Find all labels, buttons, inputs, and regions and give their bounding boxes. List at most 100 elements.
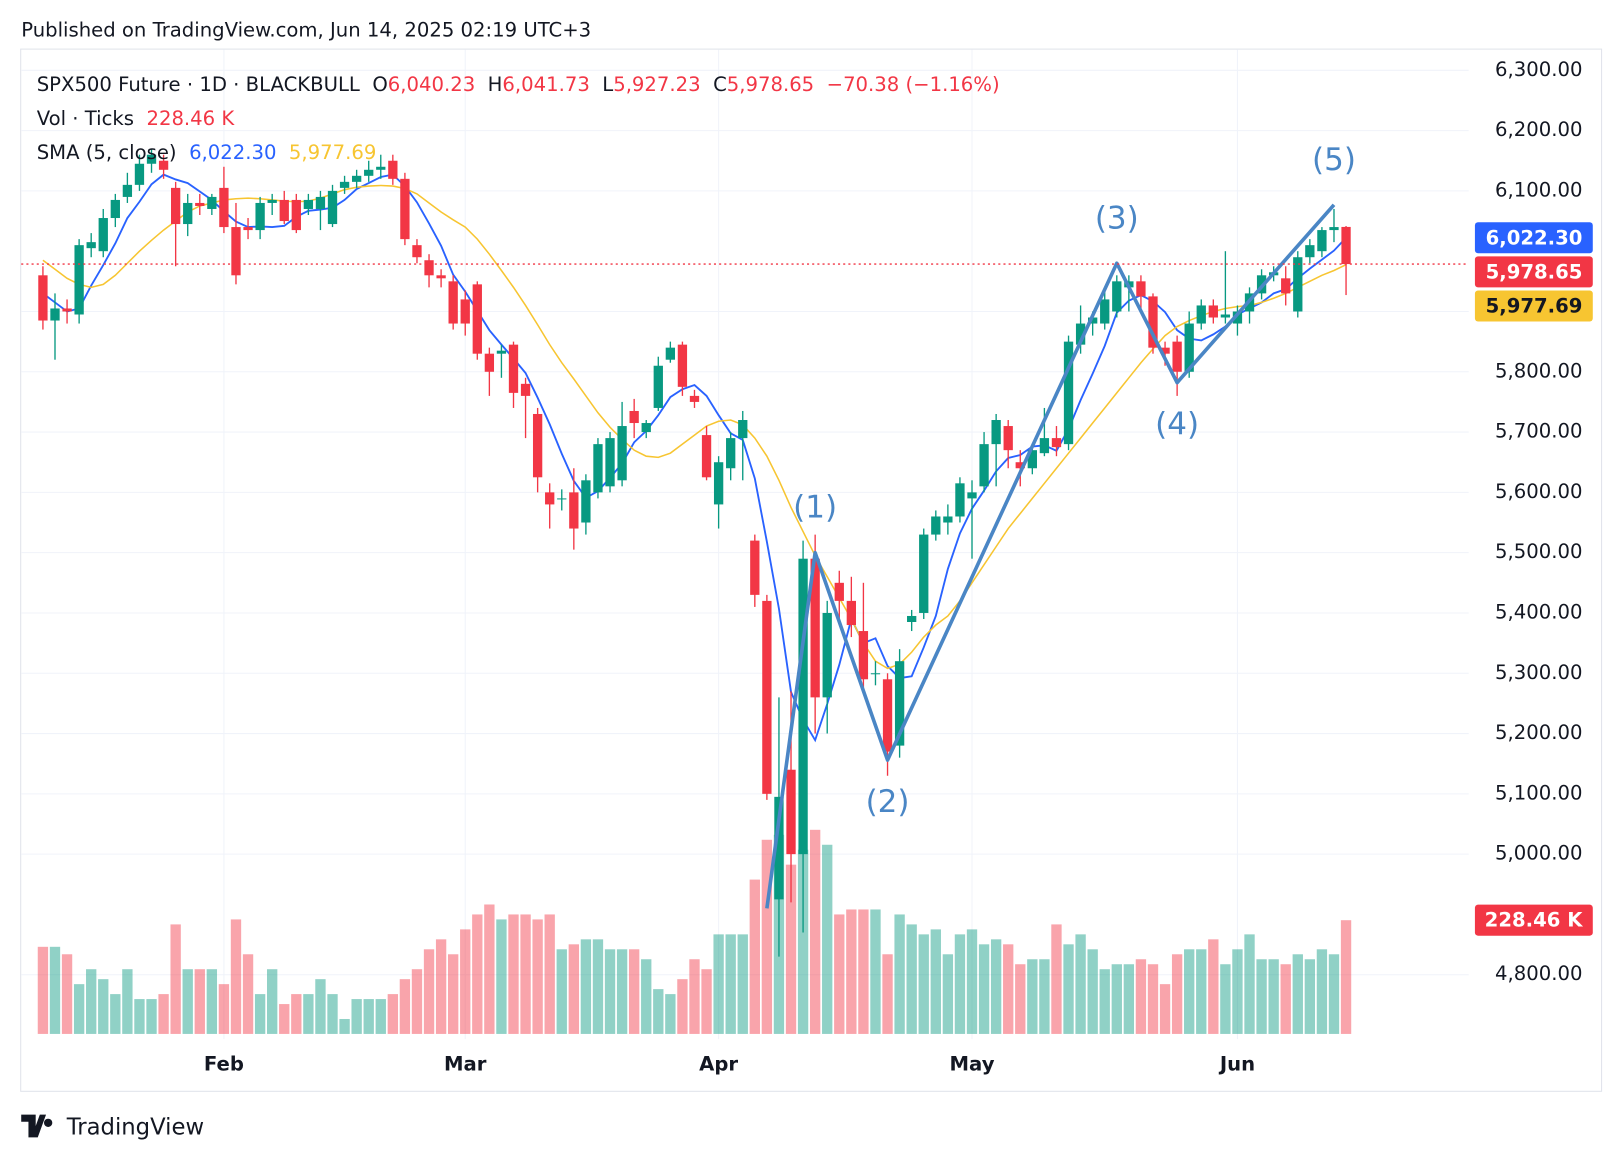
legend-h: 6,041.73 (502, 72, 589, 95)
y-tick-label: 4,800.00 (1495, 962, 1582, 985)
candle-body (376, 166, 386, 170)
candle-body (1172, 341, 1182, 372)
volume-bar (73, 984, 85, 1034)
candle-body (545, 492, 555, 505)
volume-bar (858, 909, 869, 1034)
candle-body (472, 284, 482, 354)
volume-bar (653, 989, 664, 1034)
candle-body (834, 582, 844, 601)
volume-bar (1196, 949, 1207, 1034)
y-tick-label: 5,300.00 (1495, 661, 1582, 684)
sma-slow-value: 5,977.69 (289, 141, 376, 164)
volume-bar (785, 864, 797, 1034)
candle-body (424, 260, 434, 276)
wave-label: (5) (1312, 142, 1356, 178)
volume-bar (834, 914, 845, 1034)
volume-bar (906, 924, 917, 1034)
candle-body (653, 365, 663, 408)
volume-value: 228.46 K (146, 106, 235, 129)
y-tick-label: 6,100.00 (1495, 178, 1582, 201)
wave-label: (2) (866, 784, 910, 820)
candle-body (605, 438, 615, 487)
volume-bar (472, 914, 483, 1034)
volume-bar (122, 969, 133, 1034)
volume-bar (206, 969, 218, 1034)
volume-bar (580, 939, 592, 1034)
candle-body (1088, 317, 1098, 324)
legend-l: 5,927.23 (613, 72, 700, 95)
candle-body (1100, 299, 1110, 324)
candle-body (617, 426, 627, 481)
volume-bar (291, 994, 302, 1034)
volume-bar (49, 946, 61, 1034)
volume-bar (447, 954, 459, 1034)
x-tick-label: Jun (1218, 1052, 1255, 1075)
candle-body (98, 218, 108, 252)
volume-bar (423, 949, 435, 1034)
candle-body (569, 492, 579, 529)
candle-body (520, 383, 531, 396)
y-tick-label: 5,400.00 (1495, 600, 1582, 623)
candle-body (38, 275, 48, 321)
volume-bar (749, 879, 760, 1034)
volume-bar (363, 999, 374, 1034)
legend-l-label: L (602, 72, 613, 95)
sma-title: SMA (5, close) (37, 141, 177, 164)
candle-body (689, 395, 700, 402)
volume-bar (1159, 984, 1171, 1034)
candle-body (726, 438, 736, 469)
y-tick-label: 5,200.00 (1495, 721, 1582, 744)
candle-body (364, 169, 374, 176)
volume-bar (339, 1018, 350, 1034)
candle-body (195, 202, 205, 206)
legend-h-label: H (488, 72, 503, 95)
volume-bar (230, 919, 242, 1034)
candle-body (243, 227, 253, 231)
volume-bar (725, 934, 736, 1034)
candle-body (1027, 450, 1037, 469)
volume-bar (1280, 964, 1291, 1034)
volume-bar (1063, 944, 1074, 1034)
candle-body (484, 353, 495, 372)
candle-body (303, 199, 314, 209)
legend: SPX500 Future · 1D · BLACKBULL O6,040.23… (37, 72, 1000, 95)
candle-body (448, 281, 458, 324)
candle-body (1160, 347, 1170, 354)
y-tick-label: 5,700.00 (1495, 420, 1582, 443)
candle-body (170, 187, 181, 225)
x-tick-label: Mar (444, 1052, 487, 1075)
volume-bar (1099, 969, 1110, 1034)
volume-bar (604, 949, 616, 1034)
volume-bar (1184, 949, 1195, 1034)
volume-bar (761, 839, 773, 1034)
volume-bar (822, 844, 833, 1034)
volume-bar (267, 969, 278, 1034)
candle-body (255, 202, 265, 231)
candle-body (315, 196, 326, 209)
y-tick-label: 6,300.00 (1495, 58, 1582, 81)
candle-body (1329, 227, 1339, 231)
price-tag (1474, 256, 1593, 288)
candle-body (979, 444, 989, 487)
volume-bar (146, 999, 157, 1034)
y-tick-label: 5,800.00 (1495, 359, 1582, 382)
volume-bar (1304, 959, 1316, 1034)
candle-body (713, 462, 724, 505)
volume-bar (1340, 920, 1352, 1034)
y-tick-label: 5,000.00 (1495, 842, 1582, 865)
candle-body (786, 769, 796, 855)
candle-body (1305, 245, 1315, 258)
candle-body (1293, 257, 1303, 312)
logo-icon (21, 1114, 53, 1138)
candle-body (219, 187, 229, 228)
sma-legend: SMA (5, close) 6,022.30 5,977.69 (37, 141, 377, 164)
candle-body (762, 600, 772, 794)
volume-bar (460, 929, 471, 1034)
legend-c: 5,978.65 (727, 72, 814, 95)
volume-bar (689, 959, 700, 1034)
volume-bar (1244, 934, 1255, 1034)
volume-bar (1015, 964, 1026, 1034)
candle-body (1317, 230, 1327, 252)
volume-bar (701, 969, 712, 1034)
volume-bar (158, 994, 169, 1034)
